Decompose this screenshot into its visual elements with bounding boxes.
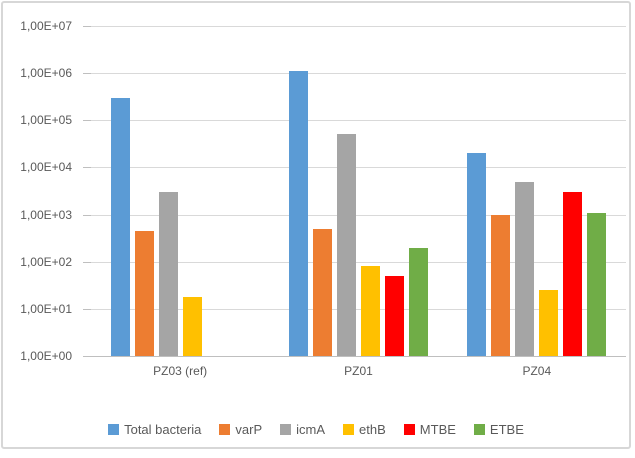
- gridline: [91, 26, 626, 27]
- legend-item-icma: icmA: [280, 422, 325, 437]
- y-axis-tick: [83, 167, 91, 169]
- legend-item-mtbe: MTBE: [403, 422, 456, 437]
- gridline: [91, 214, 626, 216]
- y-axis-tick-label: 1,00E+02: [20, 254, 72, 269]
- y-axis-tick: [83, 308, 91, 310]
- x-axis-category-label: PZ03 (ref): [153, 364, 208, 378]
- gridline: [91, 261, 626, 263]
- bar-total-bacteria: [288, 71, 308, 356]
- gridline: [91, 308, 626, 310]
- legend-swatch-icon: [219, 424, 231, 435]
- legend-item-etbe: ETBE: [473, 422, 524, 437]
- y-axis-tick: [83, 214, 91, 216]
- bar-ethb: [360, 266, 380, 356]
- legend-item-varp: varP: [219, 422, 262, 437]
- bar-group-pz01: [269, 26, 447, 356]
- y-axis-tick-label: 1,00E+04: [20, 160, 72, 175]
- x-axis-line: [91, 356, 626, 357]
- gridline: [91, 73, 626, 75]
- y-axis-tick: [83, 73, 91, 75]
- legend-swatch-icon: [108, 424, 120, 435]
- y-axis-tick-label: 1,00E+07: [20, 19, 72, 33]
- bar-group-pz03-ref-: [91, 26, 269, 356]
- legend-label: ETBE: [489, 422, 524, 437]
- gridline: [91, 167, 626, 169]
- bar-varp: [312, 228, 332, 356]
- bar-etbe: [408, 247, 428, 356]
- y-axis-tick-label: 1,00E+03: [20, 207, 72, 222]
- y-axis-tick-label: 1,00E+06: [20, 66, 72, 81]
- legend-item-total-bacteria: Total bacteria: [108, 422, 201, 437]
- bar-mtbe: [563, 192, 583, 356]
- bar-etbe: [587, 212, 607, 356]
- legend: Total bacteria varP icmA ethB MTBE ETBE: [3, 422, 629, 437]
- bar-ethb: [182, 296, 202, 356]
- bar-icma: [515, 181, 535, 356]
- legend-item-ethb: ethB: [343, 422, 386, 437]
- bar-group-pz04: [448, 26, 626, 356]
- y-axis-tick-label: 1,00E+00: [20, 349, 72, 363]
- plot-area: [91, 26, 626, 357]
- legend-label: icmA: [296, 422, 326, 437]
- bar-icma: [336, 134, 356, 356]
- legend-label: ethB: [359, 422, 386, 437]
- bar-mtbe: [384, 275, 404, 356]
- y-axis-tick-label: 1,00E+01: [20, 301, 72, 316]
- bar-varp: [134, 230, 154, 356]
- legend-swatch-icon: [403, 424, 415, 435]
- chart-frame: 1,00E+07 1,00E+06 1,00E+05 1,00E+04 1,00E+03…: [1, 1, 631, 449]
- bar-icma: [158, 192, 178, 356]
- legend-swatch-icon: [280, 424, 292, 435]
- y-axis-tick: [83, 356, 91, 357]
- legend-swatch-icon: [343, 424, 355, 435]
- bar-varp: [491, 214, 511, 356]
- y-axis-tick-label: 1,00E+05: [20, 113, 72, 128]
- legend-label: varP: [235, 422, 263, 437]
- x-axis-category-label: PZ04: [522, 364, 552, 378]
- y-axis-tick: [83, 26, 91, 27]
- y-axis-tick: [83, 261, 91, 263]
- bar-total-bacteria: [110, 97, 130, 356]
- legend-label: Total bacteria: [124, 422, 202, 437]
- x-axis-category-label: PZ01: [344, 364, 373, 378]
- gridline: [91, 120, 626, 122]
- bar-ethb: [539, 290, 559, 356]
- legend-swatch-icon: [473, 424, 485, 435]
- y-axis-tick: [83, 120, 91, 122]
- bar-total-bacteria: [467, 153, 487, 356]
- legend-label: MTBE: [419, 422, 456, 437]
